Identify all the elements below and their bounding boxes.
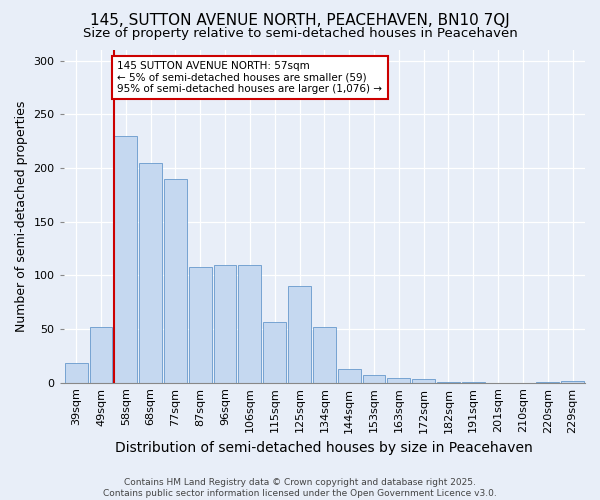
- Bar: [164, 179, 187, 382]
- Text: Contains HM Land Registry data © Crown copyright and database right 2025.
Contai: Contains HM Land Registry data © Crown c…: [103, 478, 497, 498]
- Bar: [214, 264, 236, 382]
- Text: Size of property relative to semi-detached houses in Peacehaven: Size of property relative to semi-detach…: [83, 28, 517, 40]
- Bar: [65, 364, 88, 382]
- Bar: [263, 322, 286, 382]
- Bar: [115, 136, 137, 382]
- Bar: [412, 380, 435, 382]
- Bar: [561, 380, 584, 382]
- Text: 145, SUTTON AVENUE NORTH, PEACEHAVEN, BN10 7QJ: 145, SUTTON AVENUE NORTH, PEACEHAVEN, BN…: [90, 12, 510, 28]
- Bar: [89, 327, 112, 382]
- Bar: [362, 375, 385, 382]
- Text: 145 SUTTON AVENUE NORTH: 57sqm
← 5% of semi-detached houses are smaller (59)
95%: 145 SUTTON AVENUE NORTH: 57sqm ← 5% of s…: [118, 60, 382, 94]
- Y-axis label: Number of semi-detached properties: Number of semi-detached properties: [15, 100, 28, 332]
- Bar: [139, 162, 162, 382]
- Bar: [189, 267, 212, 382]
- Bar: [313, 327, 336, 382]
- X-axis label: Distribution of semi-detached houses by size in Peacehaven: Distribution of semi-detached houses by …: [115, 441, 533, 455]
- Bar: [388, 378, 410, 382]
- Bar: [238, 264, 262, 382]
- Bar: [288, 286, 311, 382]
- Bar: [338, 368, 361, 382]
